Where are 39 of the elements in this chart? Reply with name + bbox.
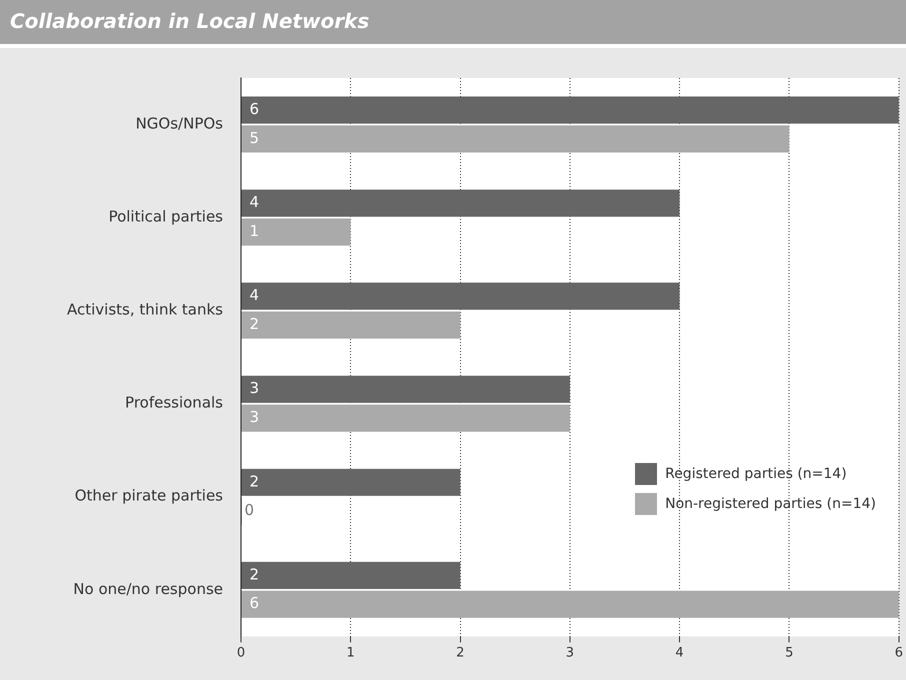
x-tick-label: 6 xyxy=(894,646,904,661)
y-tick-label: Other pirate parties xyxy=(74,486,224,505)
data-label: 3 xyxy=(250,379,260,398)
y-tick-label: Political parties xyxy=(108,207,224,226)
x-tick-label: 3 xyxy=(566,646,574,661)
bar xyxy=(242,312,460,339)
chart-title: Collaboration in Local Networks xyxy=(0,0,906,44)
bar xyxy=(242,468,460,496)
x-tick-label: 1 xyxy=(346,646,355,661)
y-tick-label: Professionals xyxy=(125,394,224,412)
data-label: 0 xyxy=(244,501,254,520)
data-label: 6 xyxy=(250,100,260,118)
legend-label: Registered parties (n=14) xyxy=(665,466,847,482)
bar xyxy=(242,96,899,124)
bar xyxy=(242,218,351,246)
data-label: 5 xyxy=(250,128,260,147)
data-label: 4 xyxy=(250,193,260,212)
data-label: 1 xyxy=(250,222,260,240)
bar xyxy=(242,125,790,153)
bar xyxy=(242,590,899,618)
bar xyxy=(242,282,680,310)
data-label: 2 xyxy=(250,565,260,584)
y-tick-label: No one/no response xyxy=(73,580,223,598)
data-label: 2 xyxy=(250,314,260,333)
legend-label: Non-registered parties (n=14) xyxy=(665,496,876,512)
x-tick-label: 0 xyxy=(236,646,246,661)
bar xyxy=(242,562,460,589)
bar xyxy=(242,404,570,432)
data-label: 3 xyxy=(250,408,260,426)
data-label: 4 xyxy=(250,286,260,304)
x-tick-label: 2 xyxy=(456,646,464,661)
data-label: 6 xyxy=(250,594,260,612)
x-tick-label: 5 xyxy=(785,646,794,661)
data-label: 2 xyxy=(250,472,260,490)
y-tick-label: NGOs/NPOs xyxy=(136,114,224,132)
bar xyxy=(242,376,570,403)
bar xyxy=(242,190,680,217)
y-tick-label: Activists, think tanks xyxy=(67,300,224,319)
x-tick-label: 4 xyxy=(675,646,684,661)
